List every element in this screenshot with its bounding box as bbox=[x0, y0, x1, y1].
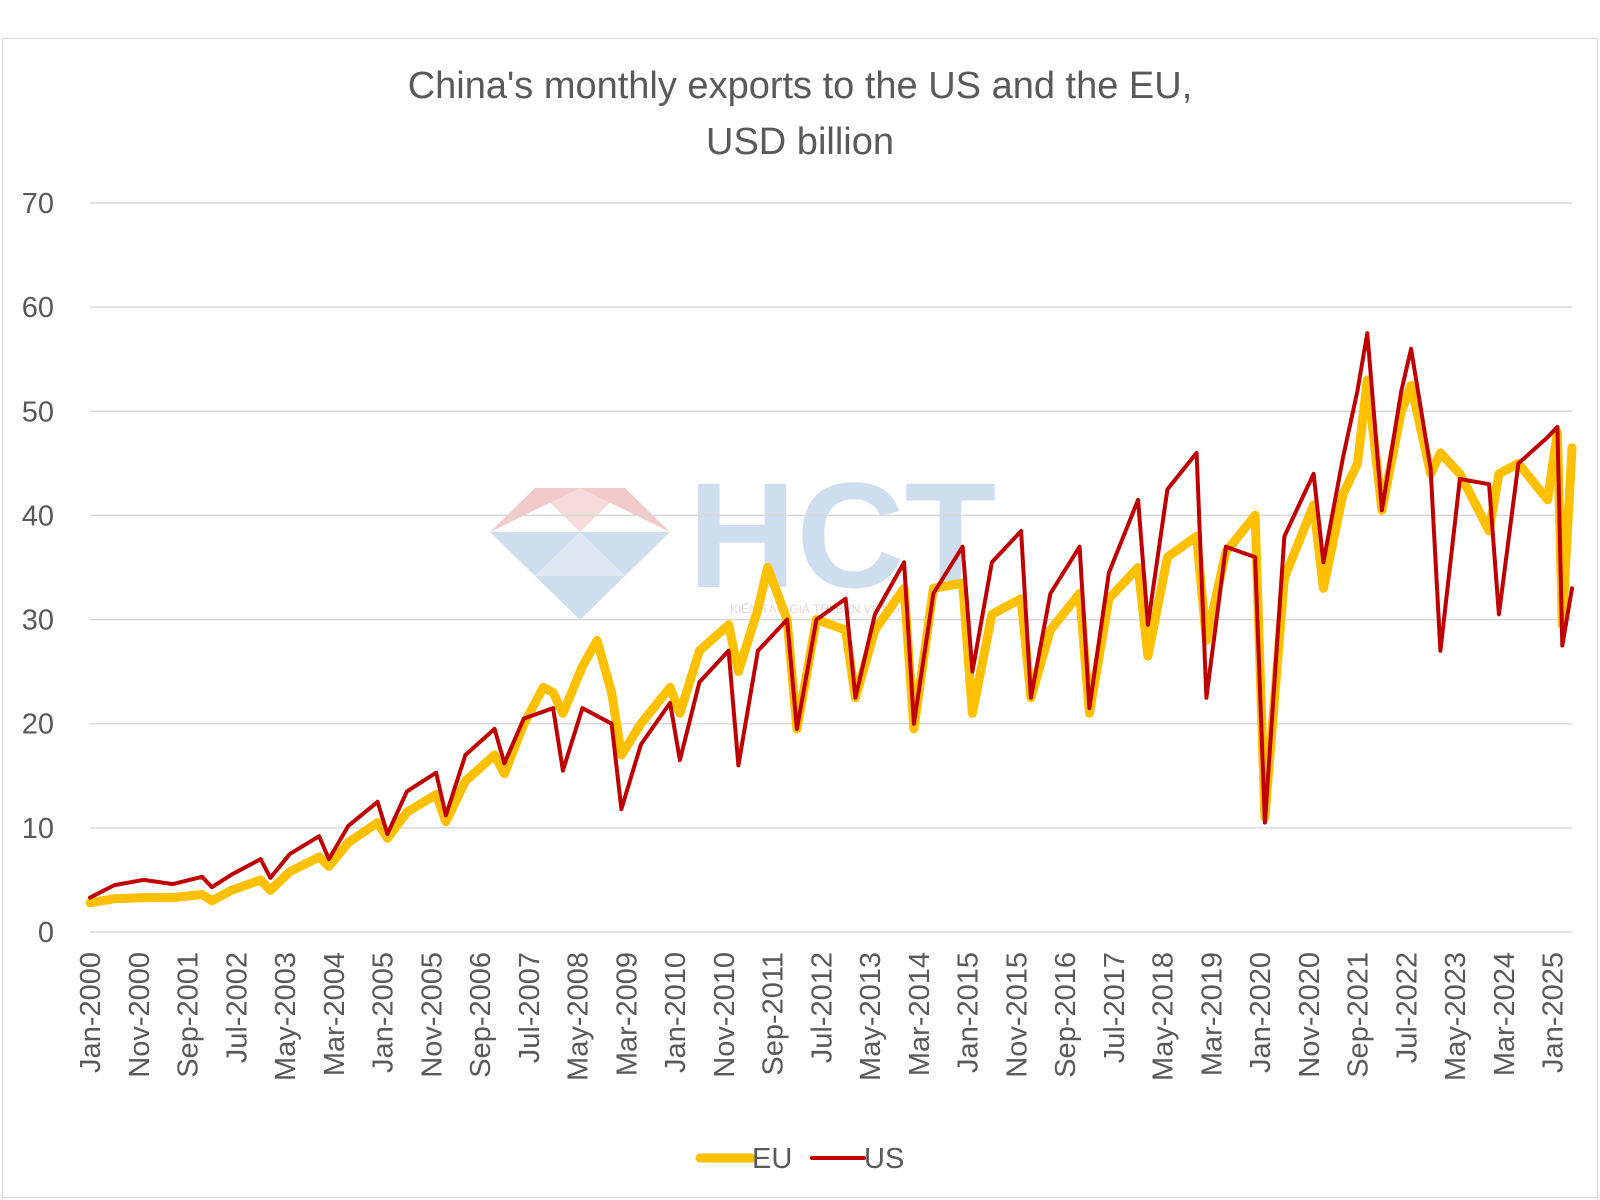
x-tick-label: Nov-2010 bbox=[709, 952, 741, 1078]
y-tick-label: 20 bbox=[22, 709, 54, 741]
x-tick-label: Jan-2020 bbox=[1245, 952, 1277, 1073]
chart-title-line1: China's monthly exports to the US and th… bbox=[407, 65, 1193, 107]
x-tick-label: Sep-2021 bbox=[1343, 952, 1375, 1078]
x-tick-label: Jan-2015 bbox=[953, 952, 985, 1073]
watermark-shape bbox=[490, 532, 580, 576]
y-tick-label: 30 bbox=[22, 605, 54, 637]
watermark-shape bbox=[535, 532, 625, 576]
legend-label-eu: EU bbox=[752, 1143, 792, 1175]
x-tick-label: Jul-2002 bbox=[221, 952, 253, 1063]
x-tick-label: Mar-2024 bbox=[1489, 952, 1521, 1076]
x-tick-label: May-2023 bbox=[1440, 952, 1472, 1081]
watermark-logo-text: HCT bbox=[688, 451, 996, 619]
y-tick-label: 50 bbox=[22, 396, 54, 428]
series-line-us bbox=[88, 331, 1574, 900]
x-tick-label: Jul-2022 bbox=[1391, 952, 1423, 1063]
chart-frame bbox=[2, 38, 1598, 1198]
x-tick-label: Mar-2019 bbox=[1196, 952, 1228, 1076]
y-tick-label: 0 bbox=[38, 917, 54, 949]
watermark-shape bbox=[580, 532, 670, 576]
x-tick-label: May-2008 bbox=[563, 952, 595, 1081]
y-tick-label: 60 bbox=[22, 292, 54, 324]
chart-subtitle: USD billion bbox=[706, 121, 894, 163]
x-tick-label: Nov-2005 bbox=[416, 952, 448, 1078]
x-tick-label: Jan-2025 bbox=[1538, 952, 1570, 1073]
watermark-shape bbox=[535, 488, 625, 532]
x-tick-label: Nov-2015 bbox=[1001, 952, 1033, 1078]
x-tick-label: Jul-2017 bbox=[1099, 952, 1131, 1063]
x-tick-label: Jan-2000 bbox=[75, 952, 107, 1073]
x-tick-label: Mar-2009 bbox=[611, 952, 643, 1076]
x-tick-label: Nov-2020 bbox=[1294, 952, 1326, 1078]
x-tick-label: Jan-2005 bbox=[368, 952, 400, 1073]
series-layer bbox=[85, 331, 1577, 908]
x-tick-label: Sep-2016 bbox=[1050, 952, 1082, 1078]
x-tick-label: Jan-2010 bbox=[660, 952, 692, 1073]
x-axis-ticks: Jan-2000 Nov-2000 Sep-2001 Jul-2002 May-2003… bbox=[75, 952, 1570, 1081]
legend: EU US bbox=[695, 1143, 904, 1175]
x-tick-label: May-2013 bbox=[855, 952, 887, 1081]
x-tick-label: Jul-2012 bbox=[806, 952, 838, 1063]
watermark-shape bbox=[490, 488, 580, 532]
watermark-tagline: KIẾN TẠO GIÁ TRỊ BỀN VỮNG bbox=[730, 601, 900, 616]
legend-label-us: US bbox=[864, 1143, 904, 1175]
x-tick-label: Sep-2001 bbox=[173, 952, 205, 1078]
watermark-shape bbox=[535, 576, 625, 620]
x-tick-label: Mar-2004 bbox=[319, 952, 351, 1076]
x-tick-label: May-2018 bbox=[1148, 952, 1180, 1081]
x-tick-label: Sep-2011 bbox=[758, 952, 790, 1076]
x-tick-label: Mar-2014 bbox=[904, 952, 936, 1076]
y-axis-ticks: 0 10 20 30 40 50 60 70 bbox=[22, 188, 54, 949]
x-tick-label: Nov-2000 bbox=[124, 952, 156, 1078]
x-tick-label: Sep-2006 bbox=[465, 952, 497, 1078]
y-tick-label: 10 bbox=[22, 813, 54, 845]
watermark-shape bbox=[580, 488, 670, 532]
y-tick-label: 70 bbox=[22, 188, 54, 220]
chart-title: China's monthly exports to the US and th… bbox=[0, 58, 1600, 170]
x-tick-label: Jul-2007 bbox=[514, 952, 546, 1063]
y-tick-label: 40 bbox=[22, 500, 54, 532]
gridlines bbox=[90, 202, 1572, 933]
x-tick-label: May-2003 bbox=[270, 952, 302, 1081]
